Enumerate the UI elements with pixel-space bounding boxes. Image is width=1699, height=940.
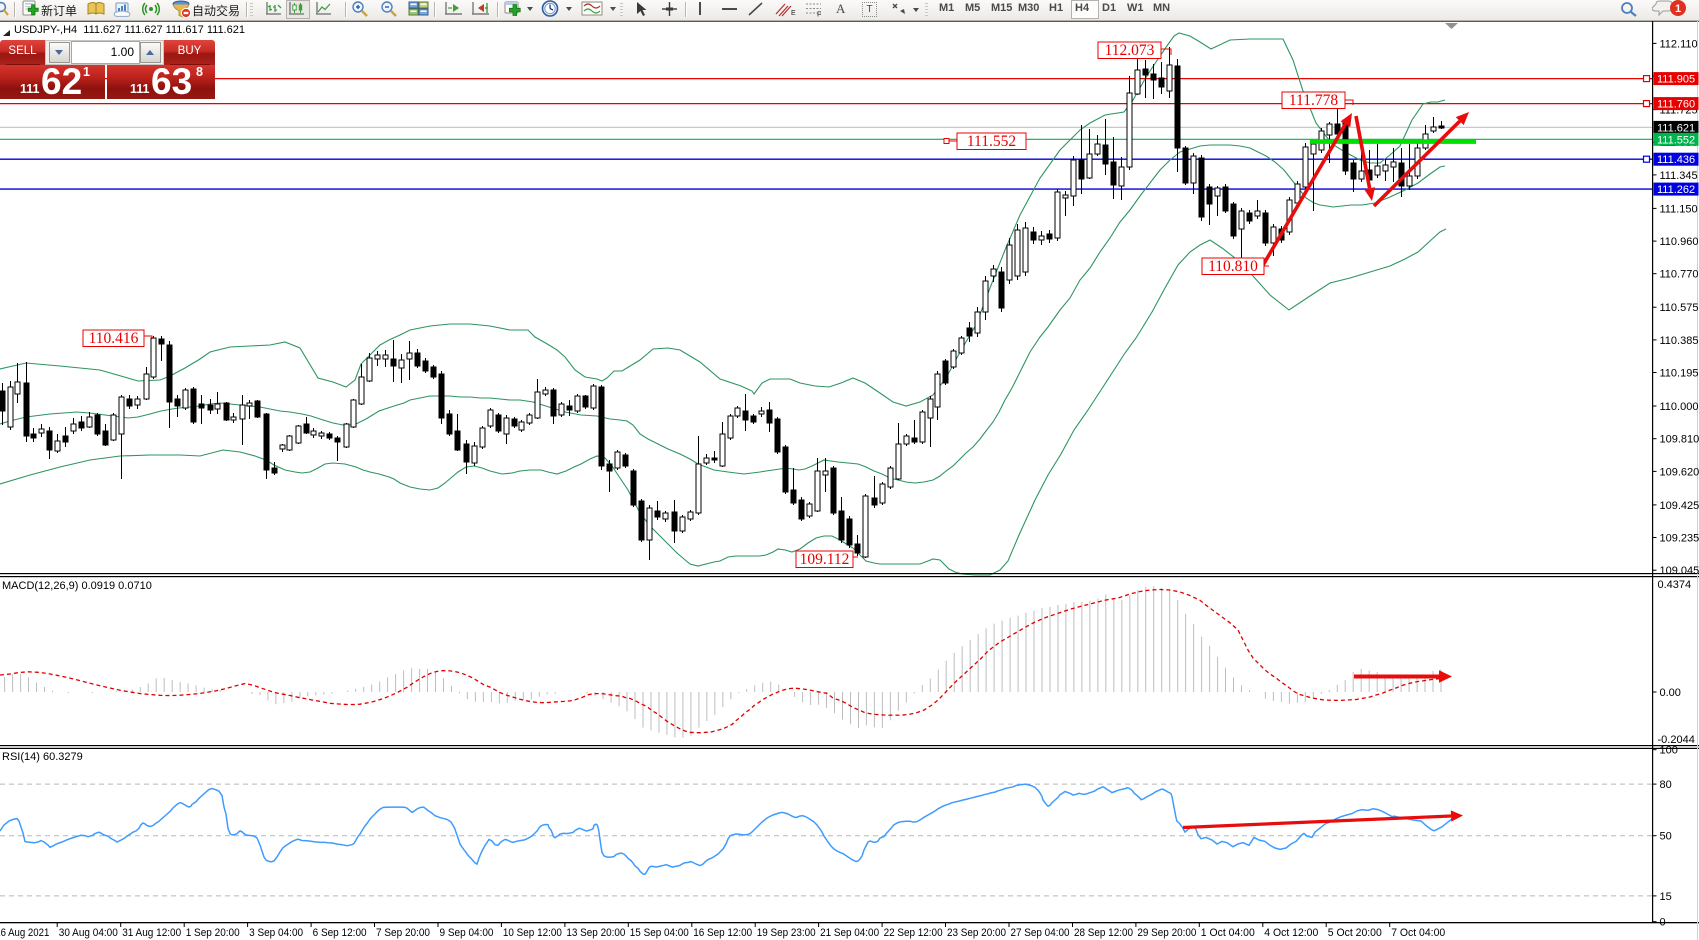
svg-text:110.000: 110.000 bbox=[1660, 401, 1699, 413]
svg-text:15: 15 bbox=[1660, 891, 1672, 903]
svg-text:111.552: 111.552 bbox=[1657, 134, 1695, 146]
svg-text:1 Oct 04:00: 1 Oct 04:00 bbox=[1201, 927, 1255, 939]
svg-text:111.262: 111.262 bbox=[1657, 184, 1695, 196]
svg-text:109.112: 109.112 bbox=[800, 551, 850, 568]
svg-text:109.045: 109.045 bbox=[1660, 565, 1699, 577]
svg-text:RSI(14) 60.3279: RSI(14) 60.3279 bbox=[2, 751, 83, 763]
svg-text:7 Oct 04:00: 7 Oct 04:00 bbox=[1391, 927, 1445, 939]
svg-text:E: E bbox=[791, 10, 796, 17]
svg-text:27 Sep 04:00: 27 Sep 04:00 bbox=[1011, 927, 1070, 939]
svg-text:9 Sep 04:00: 9 Sep 04:00 bbox=[440, 927, 494, 939]
svg-text:111.621: 111.621 bbox=[1657, 122, 1695, 134]
svg-text:111.150: 111.150 bbox=[1660, 203, 1698, 215]
svg-text:109.620: 109.620 bbox=[1660, 466, 1699, 478]
svg-text:110.770: 110.770 bbox=[1660, 269, 1699, 281]
svg-text:111.778: 111.778 bbox=[1289, 92, 1338, 109]
svg-text:MACD(12,26,9) 0.0919 0.0710: MACD(12,26,9) 0.0919 0.0710 bbox=[2, 580, 152, 592]
svg-text:26 Aug 2021: 26 Aug 2021 bbox=[0, 927, 49, 939]
svg-text:109.235: 109.235 bbox=[1660, 533, 1699, 545]
svg-text:30 Aug 04:00: 30 Aug 04:00 bbox=[59, 927, 118, 939]
svg-text:112.110: 112.110 bbox=[1660, 38, 1698, 50]
svg-text:111.760: 111.760 bbox=[1657, 99, 1695, 111]
svg-text:31 Aug 12:00: 31 Aug 12:00 bbox=[122, 927, 181, 939]
svg-text:111.436: 111.436 bbox=[1657, 154, 1695, 166]
svg-text:29 Sep 20:00: 29 Sep 20:00 bbox=[1137, 927, 1196, 939]
svg-text:110.575: 110.575 bbox=[1660, 302, 1699, 314]
svg-text:110.416: 110.416 bbox=[89, 330, 139, 347]
svg-text:110.195: 110.195 bbox=[1660, 368, 1699, 380]
svg-text:5 Oct 20:00: 5 Oct 20:00 bbox=[1328, 927, 1382, 939]
svg-text:22 Sep 12:00: 22 Sep 12:00 bbox=[884, 927, 943, 939]
svg-text:1: 1 bbox=[1675, 3, 1681, 15]
svg-text:19 Sep 23:00: 19 Sep 23:00 bbox=[757, 927, 816, 939]
svg-text:109.425: 109.425 bbox=[1660, 500, 1699, 512]
svg-text:111.345: 111.345 bbox=[1660, 170, 1698, 182]
svg-text:3 Sep 04:00: 3 Sep 04:00 bbox=[249, 927, 303, 939]
svg-text:23 Sep 20:00: 23 Sep 20:00 bbox=[947, 927, 1006, 939]
svg-text:1 Sep 20:00: 1 Sep 20:00 bbox=[186, 927, 240, 939]
svg-text:13 Sep 20:00: 13 Sep 20:00 bbox=[566, 927, 625, 939]
svg-text:-0.2044: -0.2044 bbox=[1658, 734, 1695, 746]
svg-text:111.552: 111.552 bbox=[967, 133, 1016, 150]
svg-text:80: 80 bbox=[1660, 779, 1672, 791]
svg-text:111.905: 111.905 bbox=[1657, 74, 1695, 86]
svg-text:110.960: 110.960 bbox=[1660, 236, 1699, 248]
svg-text:15 Sep 04:00: 15 Sep 04:00 bbox=[630, 927, 689, 939]
svg-text:109.810: 109.810 bbox=[1660, 434, 1699, 446]
svg-text:F: F bbox=[817, 12, 821, 18]
svg-text:0.00: 0.00 bbox=[1660, 687, 1681, 699]
svg-text:21 Sep 04:00: 21 Sep 04:00 bbox=[820, 927, 879, 939]
svg-text:0: 0 bbox=[1660, 917, 1666, 929]
svg-text:6 Sep 12:00: 6 Sep 12:00 bbox=[313, 927, 367, 939]
svg-text:10 Sep 12:00: 10 Sep 12:00 bbox=[503, 927, 562, 939]
svg-text:110.385: 110.385 bbox=[1660, 335, 1699, 347]
svg-text:50: 50 bbox=[1660, 831, 1672, 843]
svg-text:16 Sep 12:00: 16 Sep 12:00 bbox=[693, 927, 752, 939]
svg-text:112.073: 112.073 bbox=[1105, 42, 1155, 59]
svg-text:28 Sep 12:00: 28 Sep 12:00 bbox=[1074, 927, 1133, 939]
svg-text:7 Sep 20:00: 7 Sep 20:00 bbox=[376, 927, 430, 939]
svg-text:4 Oct 12:00: 4 Oct 12:00 bbox=[1264, 927, 1318, 939]
svg-text:100: 100 bbox=[1660, 745, 1678, 757]
svg-text:110.810: 110.810 bbox=[1208, 258, 1258, 275]
svg-text:0.4374: 0.4374 bbox=[1658, 579, 1692, 591]
